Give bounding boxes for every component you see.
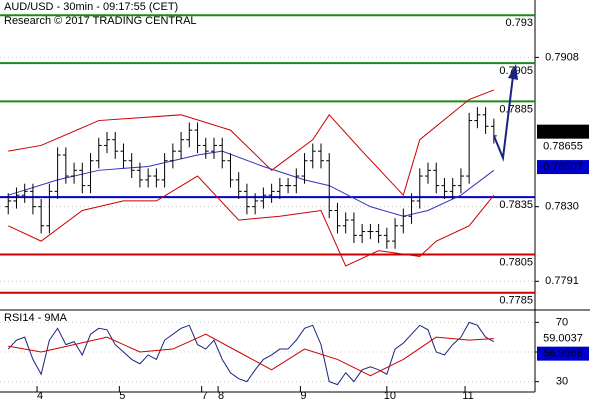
y-tick-label: 0.7830 xyxy=(545,201,579,213)
chart-subtitle: Research © 2017 TRADING CENTRAL xyxy=(4,15,197,27)
level-label: 0.793 xyxy=(505,17,533,29)
price-tag-label: 59.0037 xyxy=(543,333,583,345)
forecast-arrowhead xyxy=(508,64,518,80)
x-tick-label: 11 xyxy=(462,390,473,400)
price-tag-box xyxy=(537,346,589,361)
price-tag-box xyxy=(537,139,589,154)
price-tag-box xyxy=(537,124,589,139)
line-series xyxy=(8,150,495,217)
plot-layer: 0.79080.78300.77910.7930.79050.78850.783… xyxy=(0,14,589,400)
level-label: 0.7835 xyxy=(499,199,533,211)
x-tick-label: 5 xyxy=(119,390,125,400)
line-series xyxy=(8,333,494,377)
rsi-title: RSI14 - 9MA xyxy=(4,312,68,324)
x-tick-label: 7 xyxy=(202,390,208,400)
y-tick-label: 70 xyxy=(556,316,568,328)
price-tag-label: 0.78655 xyxy=(543,141,583,153)
price-tag-label: 0.78507 xyxy=(543,161,583,173)
x-tick-label: 4 xyxy=(37,390,43,400)
line-series xyxy=(7,321,495,386)
y-tick-label: 0.7791 xyxy=(545,275,579,287)
x-tick-label: 9 xyxy=(300,390,306,400)
y-tick-label: 30 xyxy=(556,376,568,388)
level-label: 0.7885 xyxy=(499,103,533,115)
x-tick-label: 10 xyxy=(384,390,396,400)
price-tag-box xyxy=(537,160,589,175)
chart-title: AUD/USD - 30min - 09:17:55 (CET) xyxy=(4,1,178,13)
forecast-arrow xyxy=(493,75,514,162)
price-tag-label: 56.9568 xyxy=(543,348,583,360)
level-label: 0.7785 xyxy=(499,295,533,307)
line-series xyxy=(8,175,495,267)
price-tag-label: 0.78692 xyxy=(543,126,583,138)
line-series xyxy=(8,89,495,197)
y-tick-label: 0.7908 xyxy=(545,51,579,63)
price-tag-box xyxy=(537,331,589,346)
level-label: 0.7805 xyxy=(499,256,533,268)
x-tick-label: 8 xyxy=(218,390,224,400)
